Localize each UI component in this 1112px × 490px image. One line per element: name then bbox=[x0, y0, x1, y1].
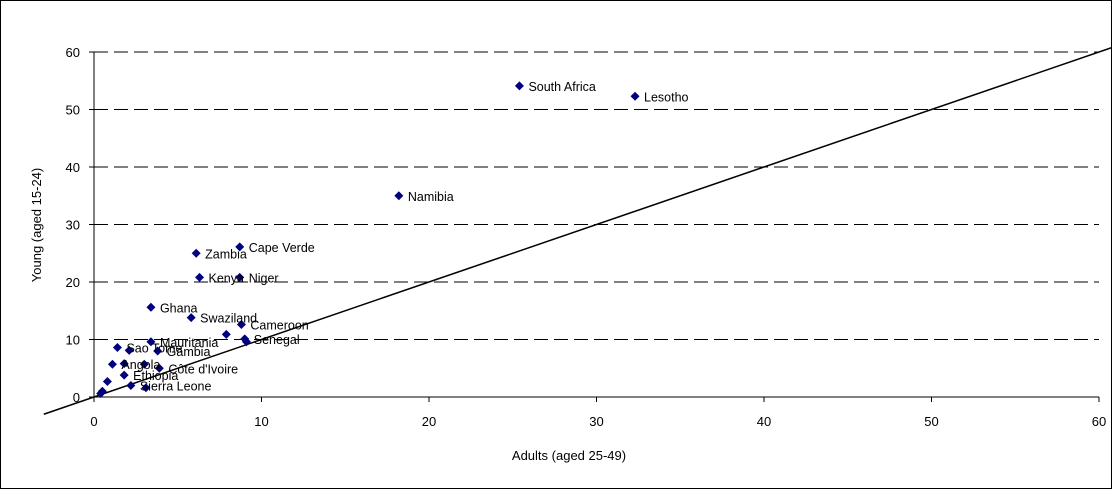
data-point bbox=[112, 343, 122, 353]
data-point bbox=[191, 248, 201, 258]
data-point bbox=[146, 302, 156, 312]
gridlines bbox=[94, 51, 1099, 340]
axes: 0 10 20 30 40 50 60 0 10 20 30 40 50 60 bbox=[66, 45, 1107, 429]
data-point bbox=[102, 376, 112, 386]
data-point bbox=[235, 242, 245, 252]
x-tick-label: 30 bbox=[589, 414, 603, 429]
data-point bbox=[221, 329, 231, 339]
data-point bbox=[153, 346, 163, 356]
point-label: Senegal bbox=[254, 333, 300, 347]
x-tick-label: 50 bbox=[924, 414, 938, 429]
data-point bbox=[107, 359, 117, 369]
data-point bbox=[394, 191, 404, 201]
y-tick-label: 50 bbox=[66, 103, 80, 118]
point-label: Zambia bbox=[205, 247, 247, 261]
reference-line bbox=[43, 46, 1112, 415]
point-labels: South Africa Lesotho Namibia Cape VerdeZamb… bbox=[121, 80, 688, 394]
data-point bbox=[630, 91, 640, 101]
y-tick-label: 40 bbox=[66, 160, 80, 175]
data-point bbox=[236, 320, 246, 330]
y-tick-label: 20 bbox=[66, 275, 80, 290]
point-label: Lesotho bbox=[644, 90, 689, 104]
data-point bbox=[241, 337, 251, 347]
data-point bbox=[154, 363, 164, 373]
point-label: Ghana bbox=[160, 301, 198, 315]
reference-line-y-equals-x bbox=[43, 46, 1112, 415]
point-label: Sierra Leone bbox=[140, 380, 212, 394]
point-label: Niger bbox=[249, 271, 279, 285]
point-label: Mauritania bbox=[160, 336, 218, 350]
x-tick-label: 20 bbox=[422, 414, 436, 429]
y-axis-title: Young (aged 15-24) bbox=[29, 168, 44, 282]
data-point bbox=[186, 313, 196, 323]
data-point bbox=[119, 359, 129, 369]
point-label: Kenya bbox=[209, 271, 244, 285]
x-tick-label: 10 bbox=[254, 414, 268, 429]
data-point bbox=[119, 370, 129, 380]
data-point bbox=[124, 345, 134, 355]
x-tick-label: 60 bbox=[1092, 414, 1106, 429]
point-label: Cameroon bbox=[250, 319, 308, 333]
data-point bbox=[139, 359, 149, 369]
point-label: South Africa bbox=[528, 80, 595, 94]
data-point bbox=[235, 272, 245, 282]
x-tick-label: 0 bbox=[90, 414, 97, 429]
y-tick-label: 10 bbox=[66, 333, 80, 348]
data-point bbox=[146, 337, 156, 347]
data-point bbox=[141, 383, 151, 393]
point-label: Cape Verde bbox=[249, 241, 315, 255]
point-label: Ethiopia bbox=[133, 369, 178, 383]
point-label: Angola bbox=[121, 358, 160, 372]
data-point bbox=[126, 381, 136, 390]
point-label: Namibia bbox=[408, 190, 454, 204]
point-label: Swaziland bbox=[200, 312, 257, 326]
point-label: Sao Tome bbox=[126, 342, 182, 356]
x-tick-label: 40 bbox=[757, 414, 771, 429]
data-point bbox=[195, 272, 205, 282]
x-axis-title: Adults (aged 25-49) bbox=[512, 448, 626, 463]
data-point bbox=[96, 389, 106, 399]
y-tick-label: 0 bbox=[73, 390, 80, 405]
point-label: Gambia bbox=[167, 345, 211, 359]
y-tick-label: 60 bbox=[66, 45, 80, 60]
point-label: Côte d'Ivoire bbox=[168, 362, 238, 376]
data-points bbox=[96, 81, 640, 399]
y-tick-label: 30 bbox=[66, 218, 80, 233]
data-point bbox=[514, 81, 524, 91]
